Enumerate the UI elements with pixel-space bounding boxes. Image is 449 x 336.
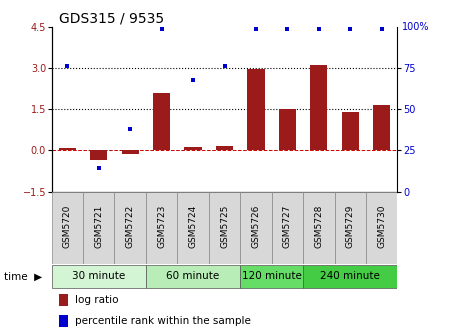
Bar	[216, 146, 233, 151]
Bar	[185, 147, 202, 151]
Point	[95, 166, 102, 171]
Bar	[59, 148, 76, 151]
Text: GSM5725: GSM5725	[220, 205, 229, 248]
Point	[347, 26, 354, 31]
Bar	[366, 192, 397, 264]
Point	[378, 26, 385, 31]
Bar	[279, 109, 296, 151]
Bar	[272, 192, 303, 264]
Bar	[122, 151, 139, 155]
Point	[158, 26, 165, 31]
Text: 60 minute: 60 minute	[167, 271, 220, 281]
Point	[189, 77, 197, 82]
Text: GSM5726: GSM5726	[251, 205, 260, 248]
Text: percentile rank within the sample: percentile rank within the sample	[75, 316, 251, 326]
Text: GSM5727: GSM5727	[283, 205, 292, 248]
Bar	[373, 105, 390, 151]
Text: 240 minute: 240 minute	[320, 271, 380, 281]
Point	[127, 126, 134, 132]
Bar	[247, 70, 264, 151]
Text: GSM5729: GSM5729	[346, 205, 355, 248]
Bar	[342, 112, 359, 151]
Bar	[52, 265, 146, 288]
Text: GSM5722: GSM5722	[126, 205, 135, 248]
Bar	[310, 65, 327, 151]
Text: 120 minute: 120 minute	[242, 271, 302, 281]
Bar	[83, 192, 114, 264]
Text: GSM5720: GSM5720	[63, 205, 72, 248]
Text: GSM5730: GSM5730	[377, 204, 386, 248]
Point	[64, 64, 71, 69]
Point	[284, 26, 291, 31]
Bar	[177, 192, 209, 264]
Bar	[240, 192, 272, 264]
Bar	[303, 192, 335, 264]
Point	[252, 26, 260, 31]
Bar	[52, 192, 83, 264]
Point	[315, 26, 322, 31]
Bar	[303, 265, 397, 288]
Text: GSM5728: GSM5728	[314, 205, 323, 248]
Bar	[335, 192, 366, 264]
Text: 100%: 100%	[401, 22, 429, 32]
Bar	[90, 151, 107, 160]
Bar	[146, 192, 177, 264]
Text: log ratio: log ratio	[75, 295, 118, 305]
Text: GSM5721: GSM5721	[94, 205, 103, 248]
Bar	[58, 294, 68, 306]
Text: time  ▶: time ▶	[4, 271, 43, 281]
Bar	[114, 192, 146, 264]
Text: GSM5723: GSM5723	[157, 205, 166, 248]
Bar	[153, 93, 170, 151]
Text: 30 minute: 30 minute	[72, 271, 125, 281]
Point	[221, 64, 228, 69]
Bar	[240, 265, 303, 288]
Text: GDS315 / 9535: GDS315 / 9535	[58, 12, 164, 26]
Bar	[146, 265, 240, 288]
Bar	[58, 315, 68, 327]
Bar	[209, 192, 240, 264]
Text: GSM5724: GSM5724	[189, 205, 198, 248]
